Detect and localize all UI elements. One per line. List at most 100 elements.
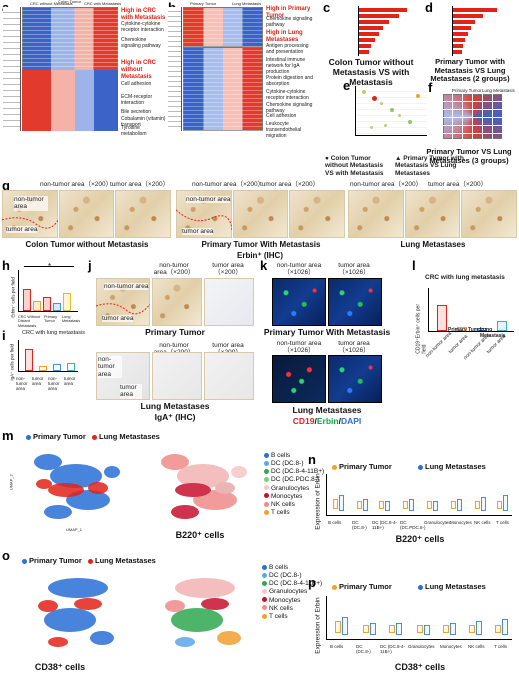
panel-m-celltype-4: DC (DC.PDC.8-) (271, 476, 320, 484)
panel-g-image-5 (233, 190, 288, 238)
panel-g-group-1: Colon Tumor without Metastasis (25, 240, 149, 249)
panel-d-bar (453, 38, 465, 42)
panel-k-stain-sep2: / (338, 416, 341, 426)
panel-g-group-3: Lung Metastases (400, 240, 466, 249)
panel-p-cat-3: DC (DC.8-4-11B+) (380, 644, 406, 655)
panel-d-bar (453, 44, 463, 48)
panel-m-celltype-2: DC (DC.8-) (271, 460, 304, 468)
panel-j-stain: IgA⁺ (IHC) (154, 412, 196, 422)
panel-c-bar (359, 8, 407, 12)
panel-l-title: CRC with lung metastasis (425, 274, 505, 281)
panel-o-umap-2 (165, 578, 241, 647)
panel-n-box (481, 497, 486, 511)
panel-p-cat-4: Granulocytes (408, 644, 435, 649)
panel-g-image-8 (405, 190, 460, 238)
panel-b-high-primary: High in Primary Tumor (266, 6, 311, 19)
panel-m-legend-item: DC (DC.8-) (264, 460, 324, 468)
panel-c-bar (359, 14, 399, 18)
panel-o-legend-primary: Primary Tumor (22, 556, 82, 565)
panel-o-celltype-3: DC (DC.8-4-11B+) (269, 580, 323, 588)
panel-n-box (503, 495, 508, 511)
panel-n-box (409, 499, 414, 511)
panel-g-area-tumor-1: tumor area (6, 226, 38, 234)
panel-m-celltype-1: B cells (271, 452, 291, 459)
panel-g-image-3 (115, 190, 171, 238)
panel-h-bar-4 (53, 303, 61, 311)
panel-m-legend-item: NK cells (264, 501, 324, 509)
panel-n-box (333, 499, 338, 509)
panel-b-pathway-3: Intestinal immune network for IgA produc… (266, 57, 306, 75)
panel-e-legend-triangle-text: Primary Tumor with Metastasis VS Lung Me… (395, 155, 464, 177)
panel-n-legend-primary: Primary Tumor (332, 462, 392, 471)
panel-g-mag-3: non-tumor area（×200） (192, 181, 265, 188)
panel-f-caption: Primary Tumor VS Lung Metastases (3 grou… (426, 147, 512, 165)
panel-m-umap-2 (161, 454, 247, 519)
panel-m-celltype-3: DC (DC.8-4-11B+) (271, 468, 325, 476)
panel-h-bar-3 (43, 297, 51, 311)
panel-k-image-1 (272, 278, 326, 326)
panel-h-sig-line (24, 266, 74, 267)
panel-p-box (396, 623, 402, 635)
panel-k-stain-dapi: DAPI (340, 416, 362, 426)
panel-n-cat-4: DC (DC.PDC.8-) (400, 520, 426, 531)
panel-i-cat-2: tumor area (32, 376, 44, 387)
panel-n-cat-7: NK cells (474, 520, 491, 525)
panel-d-caption: Primary Tumor with Metastasis VS Lung Me… (430, 57, 510, 84)
panel-g-image-7 (348, 190, 404, 238)
panel-c-bar (359, 32, 379, 36)
panel-k-stain-cd19: CD19 (292, 416, 315, 426)
panel-i-bar-2 (39, 366, 47, 371)
panel-j-label: j (88, 258, 92, 273)
panel-p-box (389, 625, 395, 633)
panel-m-caption: B220⁺ cells (175, 530, 225, 540)
panel-j-row2: Lung Metastases (140, 401, 210, 411)
panel-b-dendrogram (168, 7, 182, 131)
panel-i-label: i (2, 328, 6, 343)
panel-n-caption: B220⁺ cells (395, 534, 445, 544)
panel-m-legend-item: Monocytes (264, 493, 324, 501)
panel-g-image-6 (289, 190, 345, 238)
panel-g-mag-4: tumor area（×200） (260, 181, 320, 188)
panel-p-box (342, 617, 348, 635)
panel-n-box (451, 501, 456, 509)
panel-m-celltype-legend: B cells DC (DC.8-) DC (DC.8-4-11B+) DC (… (264, 452, 324, 517)
panel-e-legend-triangle: ▲ Primary Tumor with Metastasis VS Lung … (395, 155, 464, 177)
panel-g-image-9 (461, 190, 517, 238)
panel-o-celltype-legend: B cells DC (DC.8-) DC (DC.8-4-11B+) Gran… (262, 564, 322, 621)
panel-p-box (363, 625, 369, 633)
panel-n-box (339, 495, 344, 511)
panel-e-dot (390, 108, 394, 112)
panel-c-bar (359, 38, 375, 42)
panel-k-image-4 (328, 355, 382, 403)
panel-a-heat-bottom (22, 70, 118, 131)
panel-k-stain-erbin: Erbin (316, 416, 339, 426)
panel-m-legend-item: Granulocytes (264, 485, 324, 493)
panel-j-image-2 (152, 278, 202, 326)
panel-c-bar (359, 20, 389, 24)
panel-k-header-1: non-tumor area（×1026） (276, 262, 322, 277)
panel-a-high-metastasis: High in CRC with Metastasis (121, 8, 166, 21)
panel-o-legend-item: NK cells (262, 605, 322, 613)
panel-b-pathway-7: Cell adhesion (266, 113, 297, 119)
panel-l-cat-1: non-tumor area (424, 330, 453, 360)
panel-m-legend-lung: Lung Metastases (92, 432, 160, 441)
panel-h-plot (18, 270, 78, 312)
panel-g-tumor-border-1 (2, 217, 58, 229)
panel-m-celltype-6: Monocytes (271, 492, 303, 500)
panel-n-ylabel: Expression of Erbin (314, 473, 322, 530)
panel-j-image-5 (152, 352, 202, 400)
panel-m-label: m (2, 428, 14, 443)
panel-c-barchart (330, 6, 408, 58)
panel-g-stain: Erbin⁺ (IHC) (237, 251, 283, 260)
panel-l-bar-3 (477, 328, 487, 331)
panel-p-box (450, 623, 456, 635)
panel-f-heat-grid (443, 94, 503, 139)
panel-l-label: l (412, 258, 416, 273)
panel-h-group-3: Lung Metastasis (62, 315, 81, 324)
panel-n-cat-6: Monocytes (450, 520, 472, 525)
panel-o-celltype-5: Monocytes (269, 596, 301, 604)
panel-h-label: h (2, 258, 10, 273)
panel-j-row1: Primary Tumor (145, 327, 205, 337)
panel-o-caption: CD38⁺ cells (34, 662, 86, 672)
panel-k-header-4: tumor area（×1026） (338, 340, 370, 355)
